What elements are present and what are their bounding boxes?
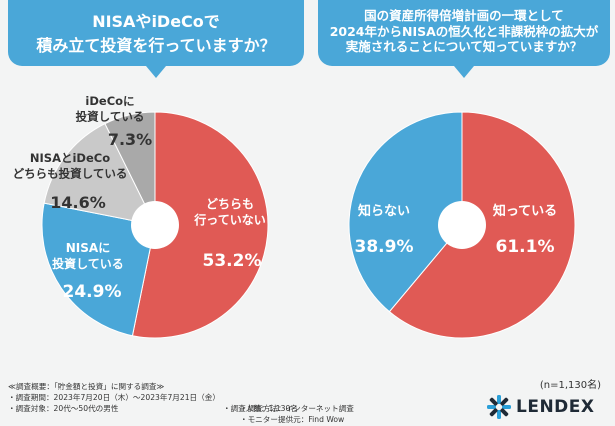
logo-text: LENDEX [516,397,595,417]
pie-slice [348,111,463,313]
survey-summary: ≪調査概要：「貯金額と投資」に関する調査≫ ・調査期間：2023年7月20日（木… [8,381,478,424]
slice-label: iDeCoに [85,94,134,108]
survey-count: ・調査人数：1,130名 [223,404,298,413]
slice-label: 投資している [76,110,145,124]
pie-center-hole [438,201,486,249]
pie-slice [43,123,156,226]
pie-slice [131,111,269,339]
question-2-bubble: 国の資産所得倍増計画の一環として 2024年からNISAの恒久化と非課税枠の拡大… [318,0,610,78]
slice-label: NISAに [66,241,110,255]
survey-title: ≪調査概要：「貯金額と投資」に関する調査≫ [8,382,165,391]
slice-label: NISAとiDeCo [30,151,110,165]
question-2-line: 2024年からNISAの恒久化と非課税枠の拡大が [329,23,599,39]
slice-percent: 7.3% [108,130,152,149]
question-1-bubble: NISAやiDeCoで 積み立て投資を行っていますか？ [8,0,304,78]
survey-method: ・調査方法：インターネット調査 [240,404,354,413]
survey-row: ・調査対象：20代〜50代の男性 ・調査人数：1,130名 [8,403,478,414]
survey-period: ・調査期間：2023年7月20日（木）〜2023年7月21日（金） [8,393,220,402]
slice-label: 投資している [52,256,124,271]
lendex-star-icon [487,395,511,419]
slice-percent: 38.9% [355,237,414,257]
slice-label: どちらも [206,197,254,211]
survey-provider: ・モニター提供元：Find Wow [240,415,345,424]
slice-label: 知らない [358,203,410,219]
question-2-line: 国の資産所得倍増計画の一環として [364,8,564,23]
slice-label: 行っていない [193,212,265,227]
slice-label: 知っている [493,203,557,219]
question-1-line: 積み立て投資を行っていますか？ [36,36,276,55]
question-2-line: 実施されることについて知っていますか？ [345,39,583,54]
pie-center-hole [131,201,179,249]
slice-label: どちらも投資している [13,167,128,181]
slice-percent: 53.2% [203,251,262,271]
pie-slice [41,202,156,337]
slice-percent: 24.9% [63,282,122,302]
slice-percent: 14.6% [50,193,106,212]
question-1-line: NISAやiDeCoで [92,12,220,31]
lendex-logo: LENDEX [486,393,606,421]
sample-size-note: (n=1,130名) [539,380,601,391]
pie-slice [104,111,156,226]
slice-percent: 61.1% [496,237,555,257]
survey-target: ・調査対象：20代〜50代の男性 [8,404,119,413]
